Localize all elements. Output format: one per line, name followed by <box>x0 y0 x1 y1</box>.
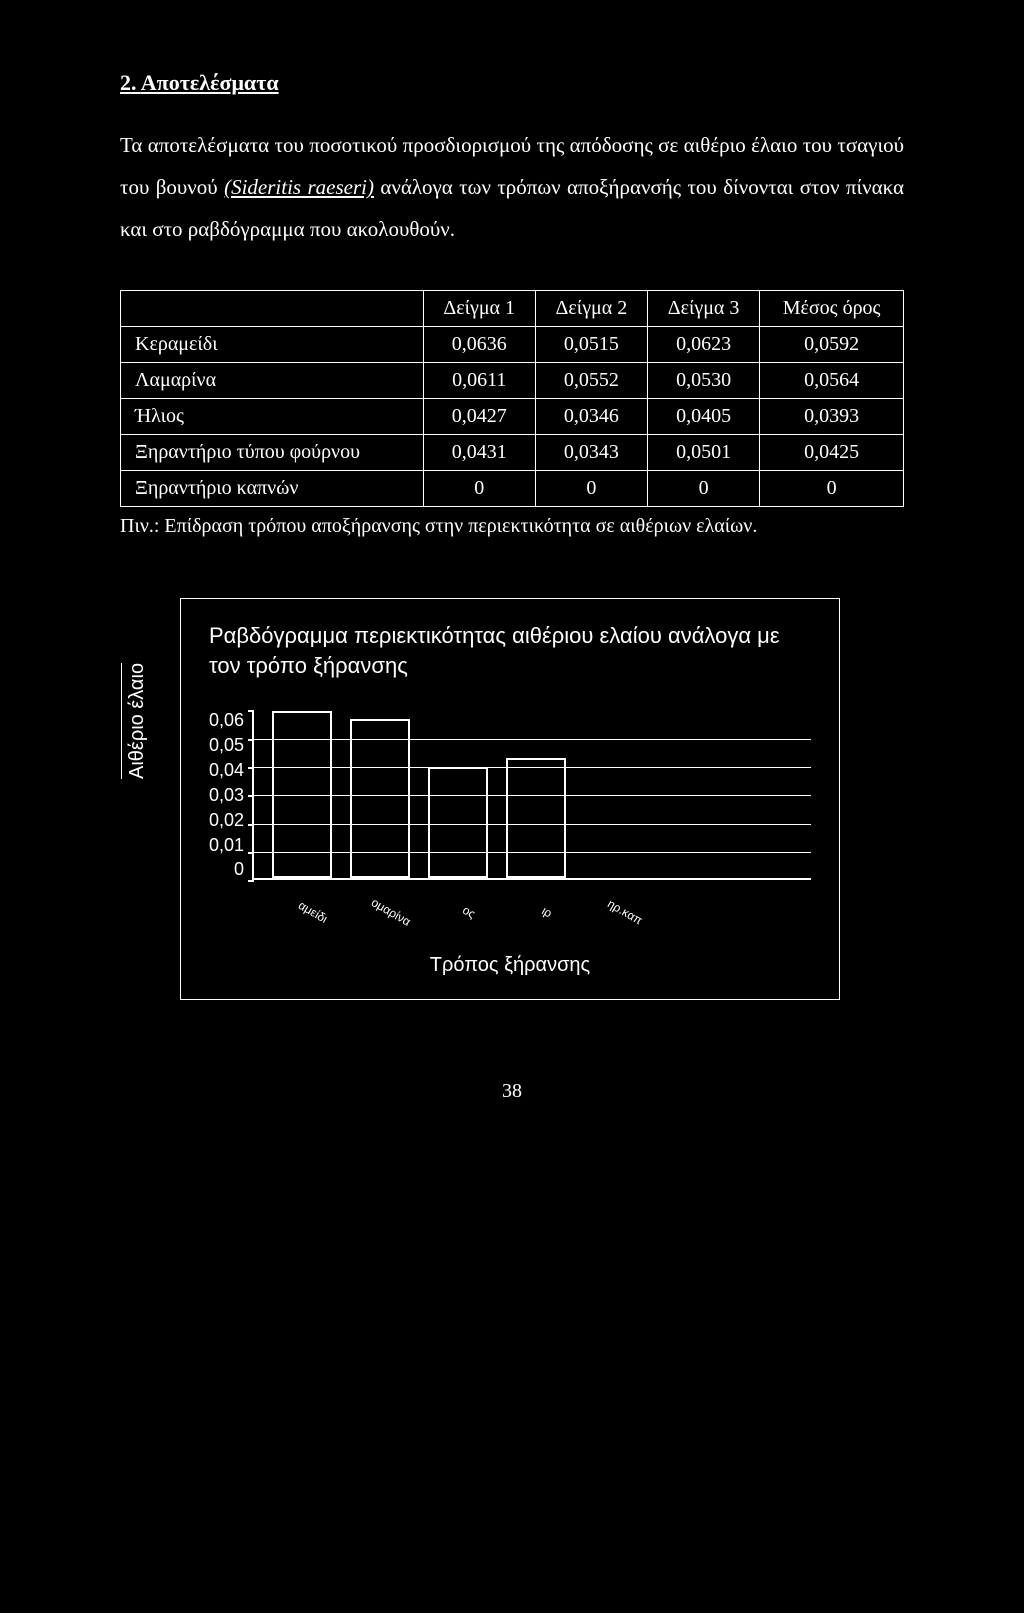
bar <box>506 758 566 878</box>
bar-slot <box>350 719 410 879</box>
chart-title: Ραβδόγραμμα περιεκτικότητας αιθέριου ελα… <box>209 621 811 680</box>
row-label: Ήλιος <box>121 399 424 435</box>
table-row: Ήλιος 0,0427 0,0346 0,0405 0,0393 <box>121 399 904 435</box>
table-col-header: Μέσος όρος <box>760 291 904 327</box>
grid-line <box>254 767 811 768</box>
table-col-header: Δείγμα 2 <box>535 291 647 327</box>
table-cell: 0 <box>647 471 759 507</box>
x-tick-label: ιρ <box>518 891 577 933</box>
row-label: Κεραμείδι <box>121 327 424 363</box>
table-col-header: Δείγμα 1 <box>423 291 535 327</box>
table-cell: 0,0393 <box>760 399 904 435</box>
tick-mark <box>248 710 254 712</box>
bar <box>350 719 410 879</box>
table-caption: Πιν.: Επίδραση τρόπου αποξήρανσης στην π… <box>120 515 904 538</box>
table-row: Κεραμείδι 0,0636 0,0515 0,0623 0,0592 <box>121 327 904 363</box>
grid-line <box>254 852 811 853</box>
table-cell: 0,0552 <box>535 363 647 399</box>
bar-slot <box>506 758 566 878</box>
bar-slot <box>428 767 488 878</box>
table-header-row: Δείγμα 1 Δείγμα 2 Δείγμα 3 Μέσος όρος <box>121 291 904 327</box>
page-number: 38 <box>120 1080 904 1103</box>
table-row: Ξηραντήριο τύπου φούρνου 0,0431 0,0343 0… <box>121 435 904 471</box>
x-tick-label: ηρ.καπ <box>596 891 655 933</box>
y-tick: 0,01 <box>209 835 244 856</box>
y-axis-label: Αιθέριο έλαιο <box>121 663 149 779</box>
row-label: Λαμαρίνα <box>121 363 424 399</box>
x-axis-label: Τρόπος ξήρανσης <box>209 954 811 977</box>
table-cell: 0,0425 <box>760 435 904 471</box>
table-cell: 0,0346 <box>535 399 647 435</box>
x-tick-label: αμείδι <box>284 891 343 933</box>
table-row: Ξηραντήριο καπνών 0 0 0 0 <box>121 471 904 507</box>
table-row: Λαμαρίνα 0,0611 0,0552 0,0530 0,0564 <box>121 363 904 399</box>
table-cell: 0,0592 <box>760 327 904 363</box>
row-label: Ξηραντήριο καπνών <box>121 471 424 507</box>
y-tick: 0,03 <box>209 785 244 806</box>
section-title: 2. Αποτελέσματα <box>120 70 904 96</box>
table-cell: 0,0431 <box>423 435 535 471</box>
x-tick-label: ος <box>440 891 499 933</box>
table-cell: 0,0501 <box>647 435 759 471</box>
tick-mark <box>248 880 254 882</box>
table-cell: 0,0530 <box>647 363 759 399</box>
table-cell: 0 <box>423 471 535 507</box>
table-cell: 0,0623 <box>647 327 759 363</box>
y-tick: 0,02 <box>209 810 244 831</box>
table-cell: 0,0343 <box>535 435 647 471</box>
table-corner-cell <box>121 291 424 327</box>
results-table: Δείγμα 1 Δείγμα 2 Δείγμα 3 Μέσος όρος Κε… <box>120 290 904 507</box>
table-col-header: Δείγμα 3 <box>647 291 759 327</box>
bar <box>428 767 488 878</box>
bar-chart: Αιθέριο έλαιο Ραβδόγραμμα περιεκτικότητα… <box>180 598 840 1000</box>
plot-area <box>252 710 811 880</box>
y-axis-ticks: 0,06 0,05 0,04 0,03 0,02 0,01 0 <box>209 710 244 880</box>
intro-paragraph: Τα αποτελέσματα του ποσοτικού προσδιορισ… <box>120 124 904 250</box>
row-label: Ξηραντήριο τύπου φούρνου <box>121 435 424 471</box>
chart-body: 0,06 0,05 0,04 0,03 0,02 0,01 0 <box>209 710 811 880</box>
table-cell: 0,0515 <box>535 327 647 363</box>
table-cell: 0,0564 <box>760 363 904 399</box>
x-axis-labels: αμείδιομαρίναοςιρηρ.καπ <box>269 890 811 904</box>
table-cell: 0,0611 <box>423 363 535 399</box>
grid-line <box>254 824 811 825</box>
section-number: 2. <box>120 70 137 95</box>
table-cell: 0,0636 <box>423 327 535 363</box>
y-tick: 0 <box>234 859 244 880</box>
bar-group <box>254 710 811 878</box>
table-cell: 0 <box>535 471 647 507</box>
x-tick-label: ομαρίνα <box>362 891 421 933</box>
y-tick: 0,05 <box>209 735 244 756</box>
y-tick: 0,04 <box>209 760 244 781</box>
section-title-text: Αποτελέσματα <box>141 70 279 95</box>
grid-line <box>254 795 811 796</box>
grid-line <box>254 739 811 740</box>
table-cell: 0,0405 <box>647 399 759 435</box>
species-name: (Sideritis raeseri) <box>224 175 374 199</box>
table-cell: 0,0427 <box>423 399 535 435</box>
y-tick: 0,06 <box>209 710 244 731</box>
table-cell: 0 <box>760 471 904 507</box>
